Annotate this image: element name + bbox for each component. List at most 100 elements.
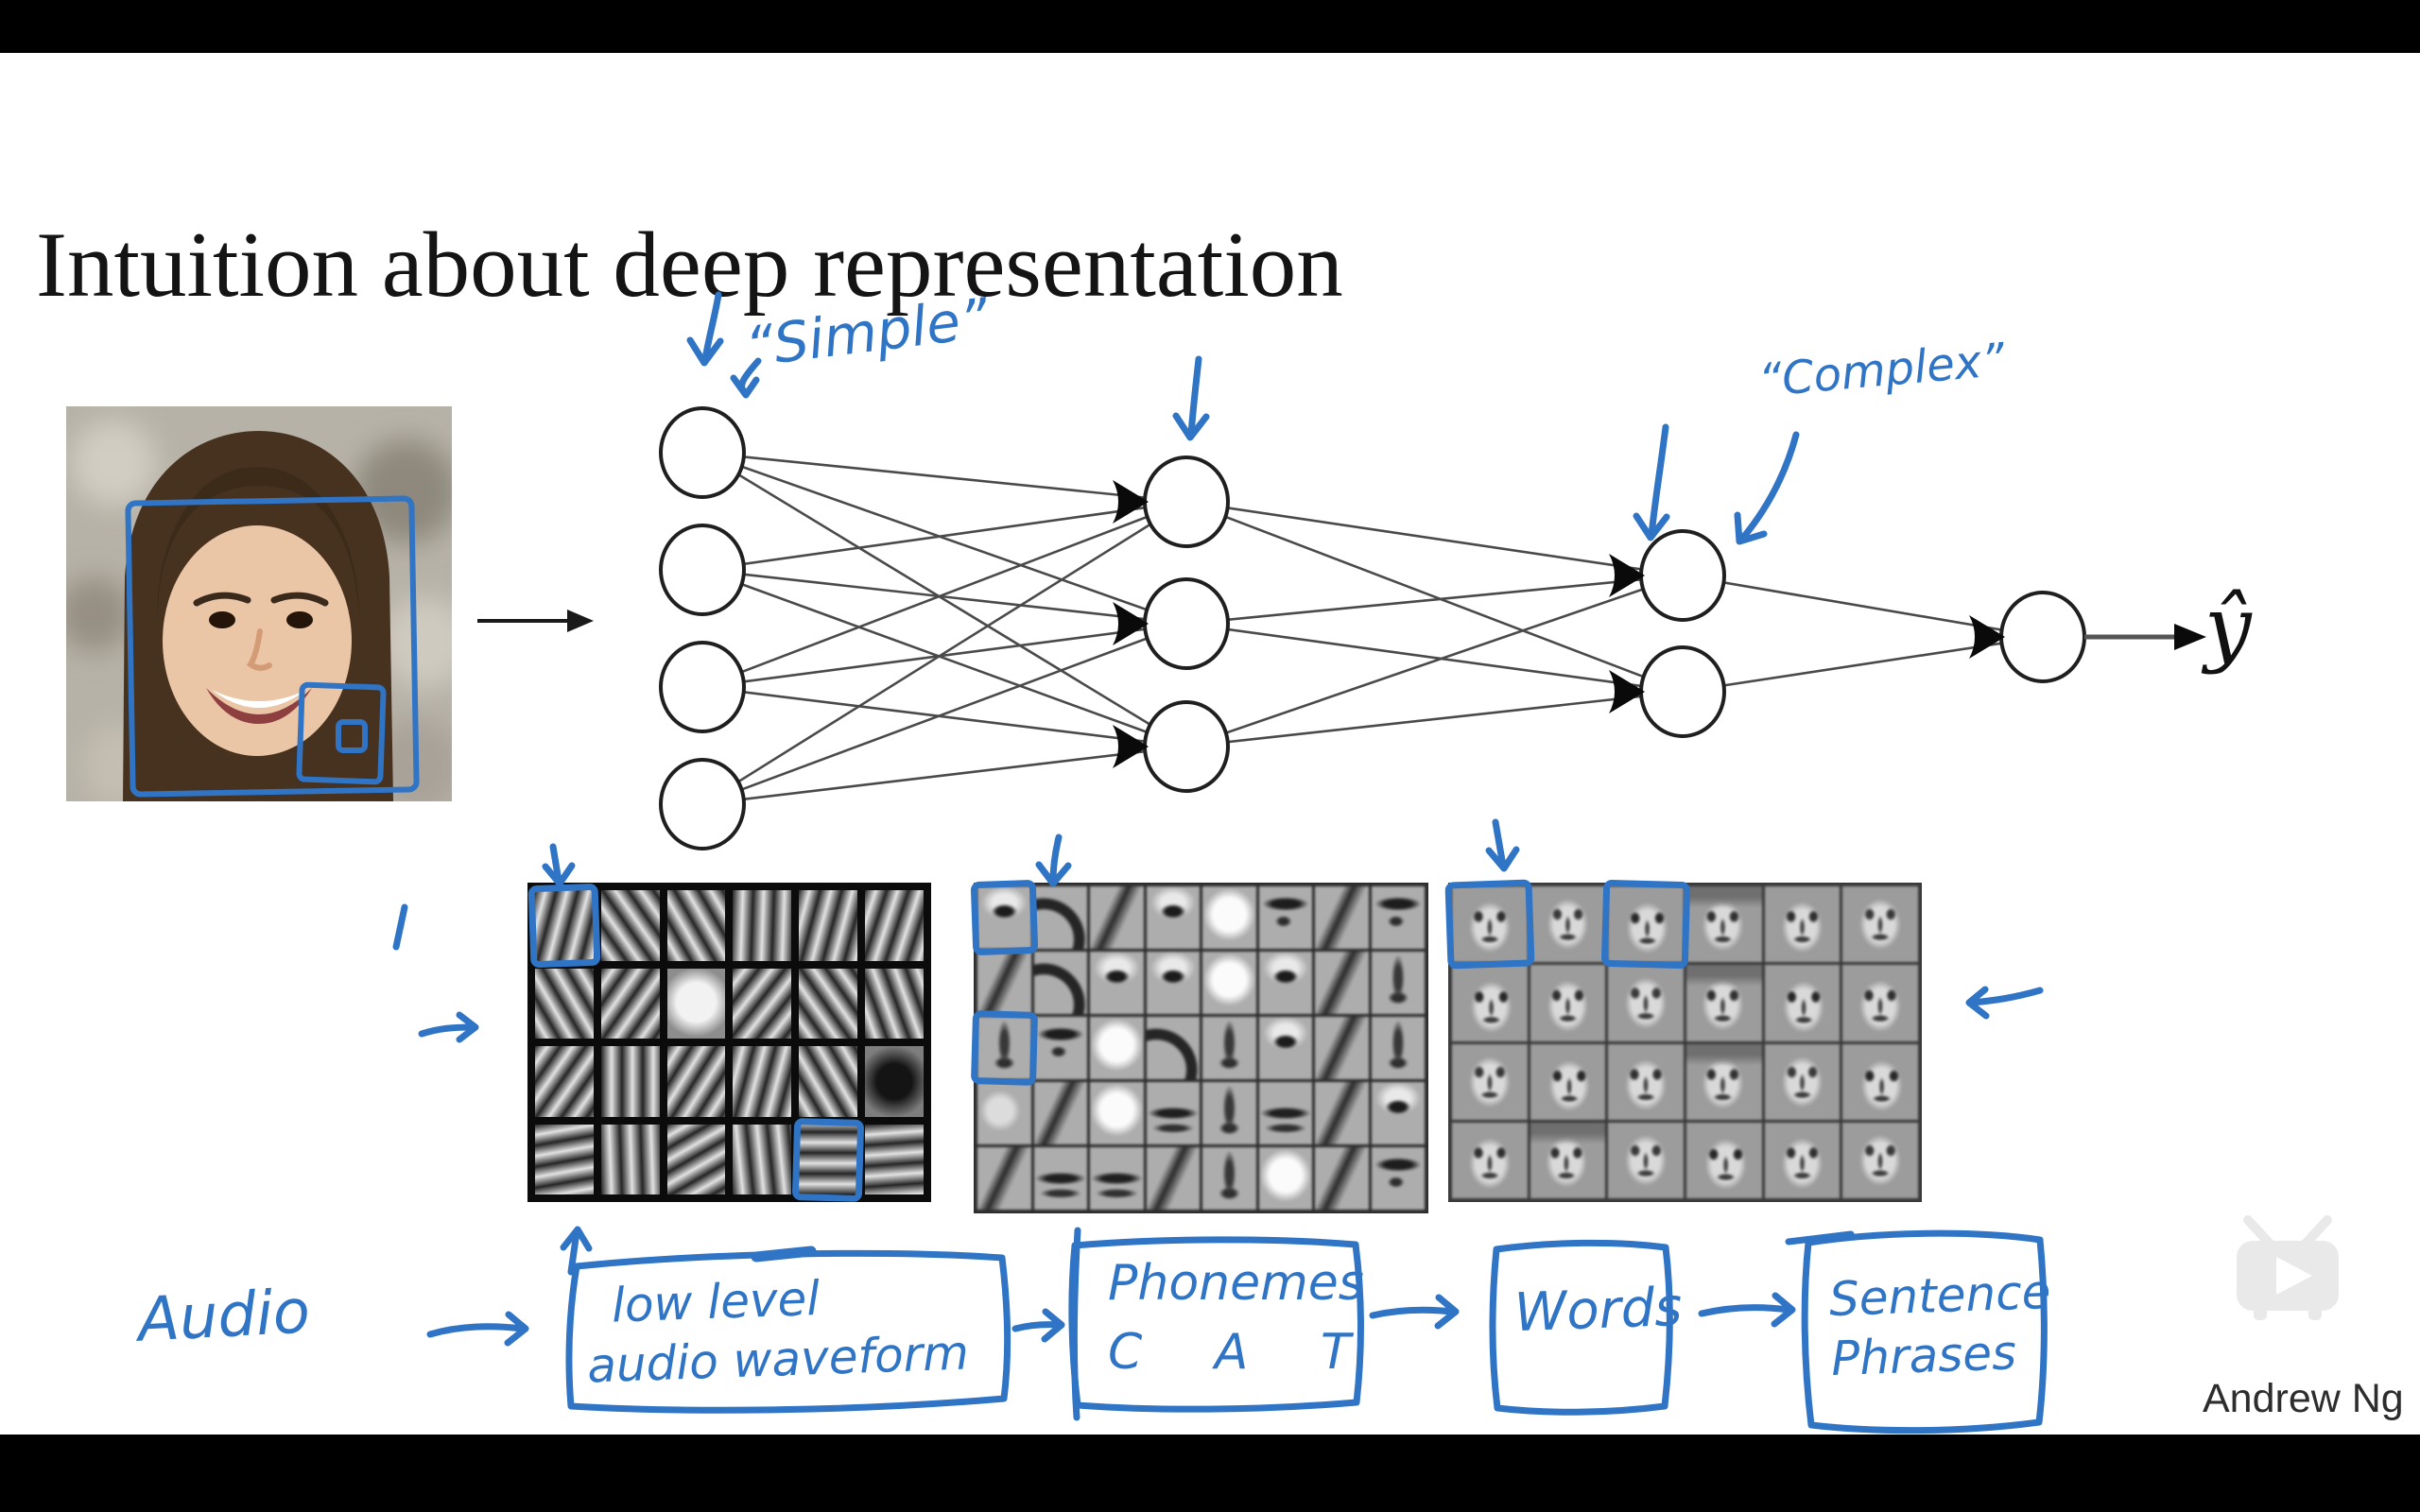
feature-cell <box>1452 1043 1528 1120</box>
feature-cell <box>1258 1017 1312 1079</box>
network-edge <box>701 500 1187 806</box>
edge-arrowhead <box>1113 480 1149 524</box>
feature-cell <box>1315 1082 1369 1144</box>
face-annotation-boxes <box>125 495 420 798</box>
feature-cell <box>733 968 792 1039</box>
flow-arrow-3 <box>1369 1294 1460 1330</box>
grid1-down-arrow <box>542 843 576 887</box>
feature-cell <box>1530 965 1606 1041</box>
network-edge <box>701 568 1187 626</box>
feature-cell <box>733 1046 792 1117</box>
feature-cell <box>1090 1017 1144 1079</box>
network-node <box>659 758 746 850</box>
feature-cell <box>799 890 858 961</box>
feature-cell <box>1202 1082 1256 1144</box>
network-node <box>659 406 746 499</box>
feature-cell <box>1315 886 1369 949</box>
grid1-tick-mark <box>392 903 408 951</box>
feature-cell <box>1685 886 1762 963</box>
feature-cell <box>535 1124 594 1194</box>
grid1-up-arrow <box>560 1226 593 1276</box>
network-node <box>1639 645 1726 738</box>
network-nodes <box>659 406 2086 850</box>
network-arrowheads <box>477 480 2206 768</box>
output-arrowhead <box>2174 624 2206 650</box>
layer1-edge-features <box>527 883 931 1202</box>
face-box-annotation <box>125 495 420 798</box>
grid2-down-arrow <box>1035 833 1072 887</box>
feature-cell <box>1146 886 1200 949</box>
flow-box-phonemes-left-stroke <box>1070 1227 1081 1421</box>
output-yhat-label: ŷ <box>2204 578 2252 676</box>
feature-cell <box>1315 1147 1369 1210</box>
feature-cell <box>1258 952 1312 1014</box>
feature-cell <box>1258 1082 1312 1144</box>
feature-cell <box>1202 1017 1256 1079</box>
input-face-photo <box>66 406 452 801</box>
network-node <box>1143 700 1230 793</box>
flow-arrow-1 <box>426 1311 529 1347</box>
feature-cell <box>1764 1043 1841 1120</box>
feature-cell <box>1530 1043 1606 1120</box>
feature-cell <box>1033 1082 1087 1144</box>
author-credit: Andrew Ng <box>2203 1376 2404 1421</box>
flow-step-waveform-label: low level audio waveform <box>586 1270 970 1393</box>
flow-arrow-4 <box>1698 1292 1796 1328</box>
feature-cell <box>1685 1122 1762 1198</box>
feature-cell <box>1033 1147 1087 1210</box>
feature-cell <box>600 1046 660 1117</box>
feature-cell <box>666 1046 726 1117</box>
feature-cell <box>1146 1017 1200 1079</box>
flow-step-words-label: Words <box>1512 1276 1684 1345</box>
feature-cell <box>1090 952 1144 1014</box>
flow-box-waveform-overline <box>751 1246 817 1263</box>
network-edge <box>701 451 1187 626</box>
feature-cell <box>1146 952 1200 1014</box>
feature-cell <box>535 1046 594 1117</box>
network-edge <box>1185 500 1684 577</box>
feature-cell <box>600 890 660 961</box>
network-node <box>1143 455 1230 548</box>
network-edge <box>701 500 1187 572</box>
feature-cell <box>1202 952 1256 1014</box>
network-edge <box>701 451 1187 748</box>
feature-cell <box>865 1124 924 1194</box>
feature-cell <box>799 1124 858 1194</box>
feature-cell <box>1685 1043 1762 1120</box>
feature-cell <box>666 1124 726 1194</box>
feature-cell <box>1371 1017 1425 1079</box>
network-edge <box>701 622 1187 689</box>
feature-cell <box>666 890 726 961</box>
feature-cell <box>1315 1017 1369 1079</box>
feature-cell <box>1090 1082 1144 1144</box>
feature-cell <box>1202 886 1256 949</box>
network-edge <box>1185 622 1684 694</box>
feature-cell <box>1764 886 1841 963</box>
feature-cell <box>1685 965 1762 1041</box>
feature-cell <box>666 968 726 1039</box>
feature-cell <box>1842 886 1918 963</box>
network-node <box>1639 529 1726 622</box>
feature-cell <box>1452 965 1528 1041</box>
feature-cell <box>1530 886 1606 963</box>
feature-cell <box>1608 1043 1684 1120</box>
feature-cell <box>865 1046 924 1117</box>
feature-cell <box>865 968 924 1039</box>
input-arrowhead <box>567 610 594 632</box>
network-edge <box>701 451 1187 504</box>
feature-cell <box>1608 886 1684 963</box>
network-edge <box>701 685 1187 748</box>
flow-step-sentence-label: Sentence Phrases <box>1827 1263 2052 1386</box>
feature-cell <box>1842 1043 1918 1120</box>
network-node <box>1999 591 2086 683</box>
feature-cell <box>1033 886 1087 949</box>
feature-cell <box>1452 886 1528 963</box>
feature-cell <box>1764 965 1841 1041</box>
tv-play-icon[interactable] <box>2221 1212 2354 1331</box>
feature-cell <box>799 1046 858 1117</box>
feature-cell <box>535 890 594 961</box>
flow-box-sentence <box>1801 1229 2048 1435</box>
feature-cell <box>1090 1147 1144 1210</box>
